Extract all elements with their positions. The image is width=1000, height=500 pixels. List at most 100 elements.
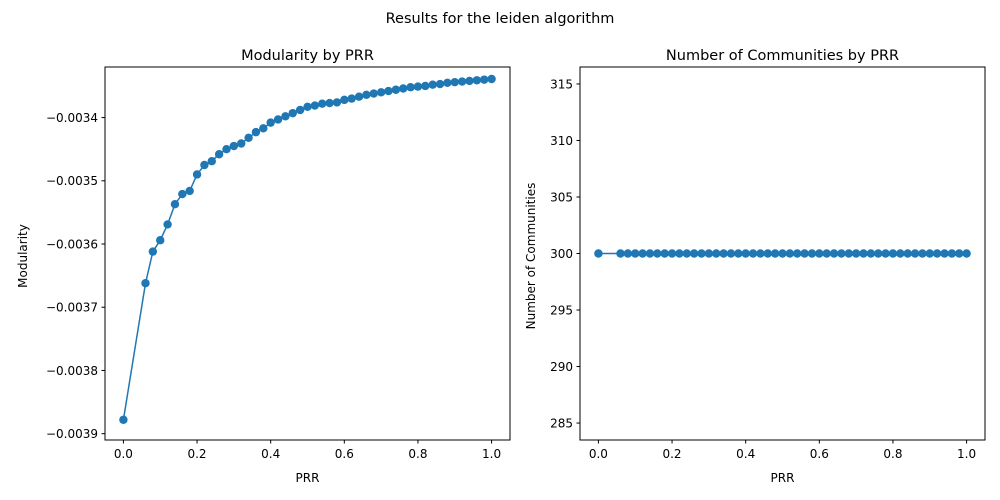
communities-data-point [748, 249, 758, 258]
modularity-data-point [214, 150, 224, 159]
communities-data-point [770, 249, 780, 258]
communities-data-point [837, 249, 846, 258]
modularity-chart: Modularity by PRR PRR Modularity 0.0 0.2 0… [16, 48, 511, 485]
communities-data-point [947, 249, 957, 258]
communities-data-point [903, 249, 912, 258]
modularity-data-point [185, 186, 194, 196]
modularity-plot-frame [104, 66, 511, 441]
modularity-series-line [122, 78, 492, 420]
communities-data-point [874, 249, 883, 258]
modularity-data-point [487, 74, 496, 84]
modularity-data-point [295, 105, 305, 115]
communities-data-point [822, 249, 831, 258]
modularity-data-point [318, 99, 327, 108]
communities-y-tick-label: 285 [550, 416, 573, 430]
communities-plot-frame [579, 66, 986, 441]
modularity-x-tick-label: 0.2 [187, 447, 206, 461]
modularity-data-point [200, 160, 209, 170]
modularity-data-point [148, 247, 158, 256]
modularity-y-tick-label: −0.0036 [46, 237, 98, 251]
communities-data-point [955, 249, 964, 258]
modularity-data-point [325, 98, 334, 108]
modularity-data-point [207, 157, 216, 166]
modularity-data-point [156, 236, 165, 245]
communities-y-tick-label: 310 [550, 134, 573, 148]
modularity-data-point [457, 77, 467, 86]
communities-data-point [689, 249, 699, 258]
communities-data-point [719, 249, 728, 258]
communities-data-point [940, 249, 949, 258]
modularity-data-point [281, 112, 290, 121]
modularity-data-point [229, 141, 239, 151]
communities-data-point [682, 249, 691, 258]
communities-data-point [844, 249, 853, 258]
modularity-x-tick-label: 0.8 [408, 447, 427, 461]
communities-data-point [638, 249, 647, 258]
modularity-data-point [251, 127, 261, 137]
modularity-data-point [435, 79, 445, 89]
modularity-x-tick-label: 1.0 [482, 447, 501, 461]
communities-data-point [726, 249, 736, 258]
communities-y-tick-label: 290 [550, 360, 573, 374]
modularity-data-point [244, 133, 253, 143]
modularity-x-tick-label: 0.6 [335, 447, 354, 461]
communities-data-point [793, 249, 802, 258]
communities-data-point [896, 249, 905, 258]
communities-data-point [881, 249, 890, 258]
modularity-x-axis-label: PRR [296, 471, 320, 485]
communities-data-point [859, 249, 868, 258]
communities-data-point [925, 249, 934, 258]
modularity-data-point [354, 92, 364, 101]
modularity-x-tick-label: 0.4 [261, 447, 280, 461]
modularity-data-point [369, 89, 378, 98]
communities-ticks: 0.0 0.2 0.4 0.6 0.8 1.0 285 290 295 300 305 310 315 [550, 77, 976, 461]
modularity-data-point [399, 84, 408, 93]
communities-y-tick-label: 295 [550, 303, 573, 317]
modularity-y-tick-label: −0.0038 [46, 364, 98, 378]
modularity-series [119, 74, 496, 424]
modularity-data-point [443, 78, 452, 88]
figure-suptitle: Results for the leiden algorithm [386, 11, 615, 27]
modularity-data-point [428, 80, 437, 89]
modularity-chart-title: Modularity by PRR [241, 48, 374, 64]
communities-x-tick-label: 0.6 [810, 447, 829, 461]
modularity-data-point [347, 94, 356, 103]
modularity-data-point [384, 86, 393, 96]
modularity-data-point [259, 124, 268, 133]
modularity-data-point [480, 75, 489, 84]
communities-data-point [712, 249, 721, 258]
communities-data-point [932, 249, 942, 258]
communities-data-point [888, 249, 898, 258]
communities-series [594, 249, 971, 258]
communities-chart: Number of Communities by PRR PRR Number … [524, 48, 986, 485]
modularity-data-point [421, 81, 430, 91]
communities-data-point [756, 249, 765, 258]
modularity-data-point [472, 76, 482, 85]
communities-data-point [741, 249, 750, 258]
communities-chart-title: Number of Communities by PRR [666, 48, 899, 64]
communities-data-point [918, 249, 927, 258]
modularity-data-point [303, 102, 312, 112]
modularity-data-point [362, 90, 371, 100]
modularity-data-point [406, 83, 415, 92]
communities-data-point [785, 249, 795, 258]
communities-y-axis-label: Number of Communities [524, 183, 538, 330]
modularity-ticks: 0.0 0.2 0.4 0.6 0.8 1.0 −0.0039 −0.0038 −0.0037 −… [46, 111, 501, 461]
communities-data-point [667, 249, 677, 258]
modularity-y-tick-label: −0.0034 [46, 111, 98, 125]
communities-data-point [866, 249, 876, 258]
communities-y-tick-label: 315 [550, 77, 573, 91]
modularity-y-tick-label: −0.0037 [46, 301, 98, 315]
modularity-y-tick-label: −0.0035 [46, 174, 98, 188]
communities-x-axis-label: PRR [771, 471, 795, 485]
communities-data-point [807, 249, 817, 258]
modularity-data-point [288, 108, 297, 118]
communities-x-tick-label: 0.8 [883, 447, 902, 461]
modularity-data-point [391, 85, 401, 94]
modularity-data-point [332, 98, 342, 107]
communities-data-point [763, 249, 772, 258]
modularity-y-tick-label: −0.0039 [46, 427, 98, 441]
communities-data-point [645, 249, 655, 258]
